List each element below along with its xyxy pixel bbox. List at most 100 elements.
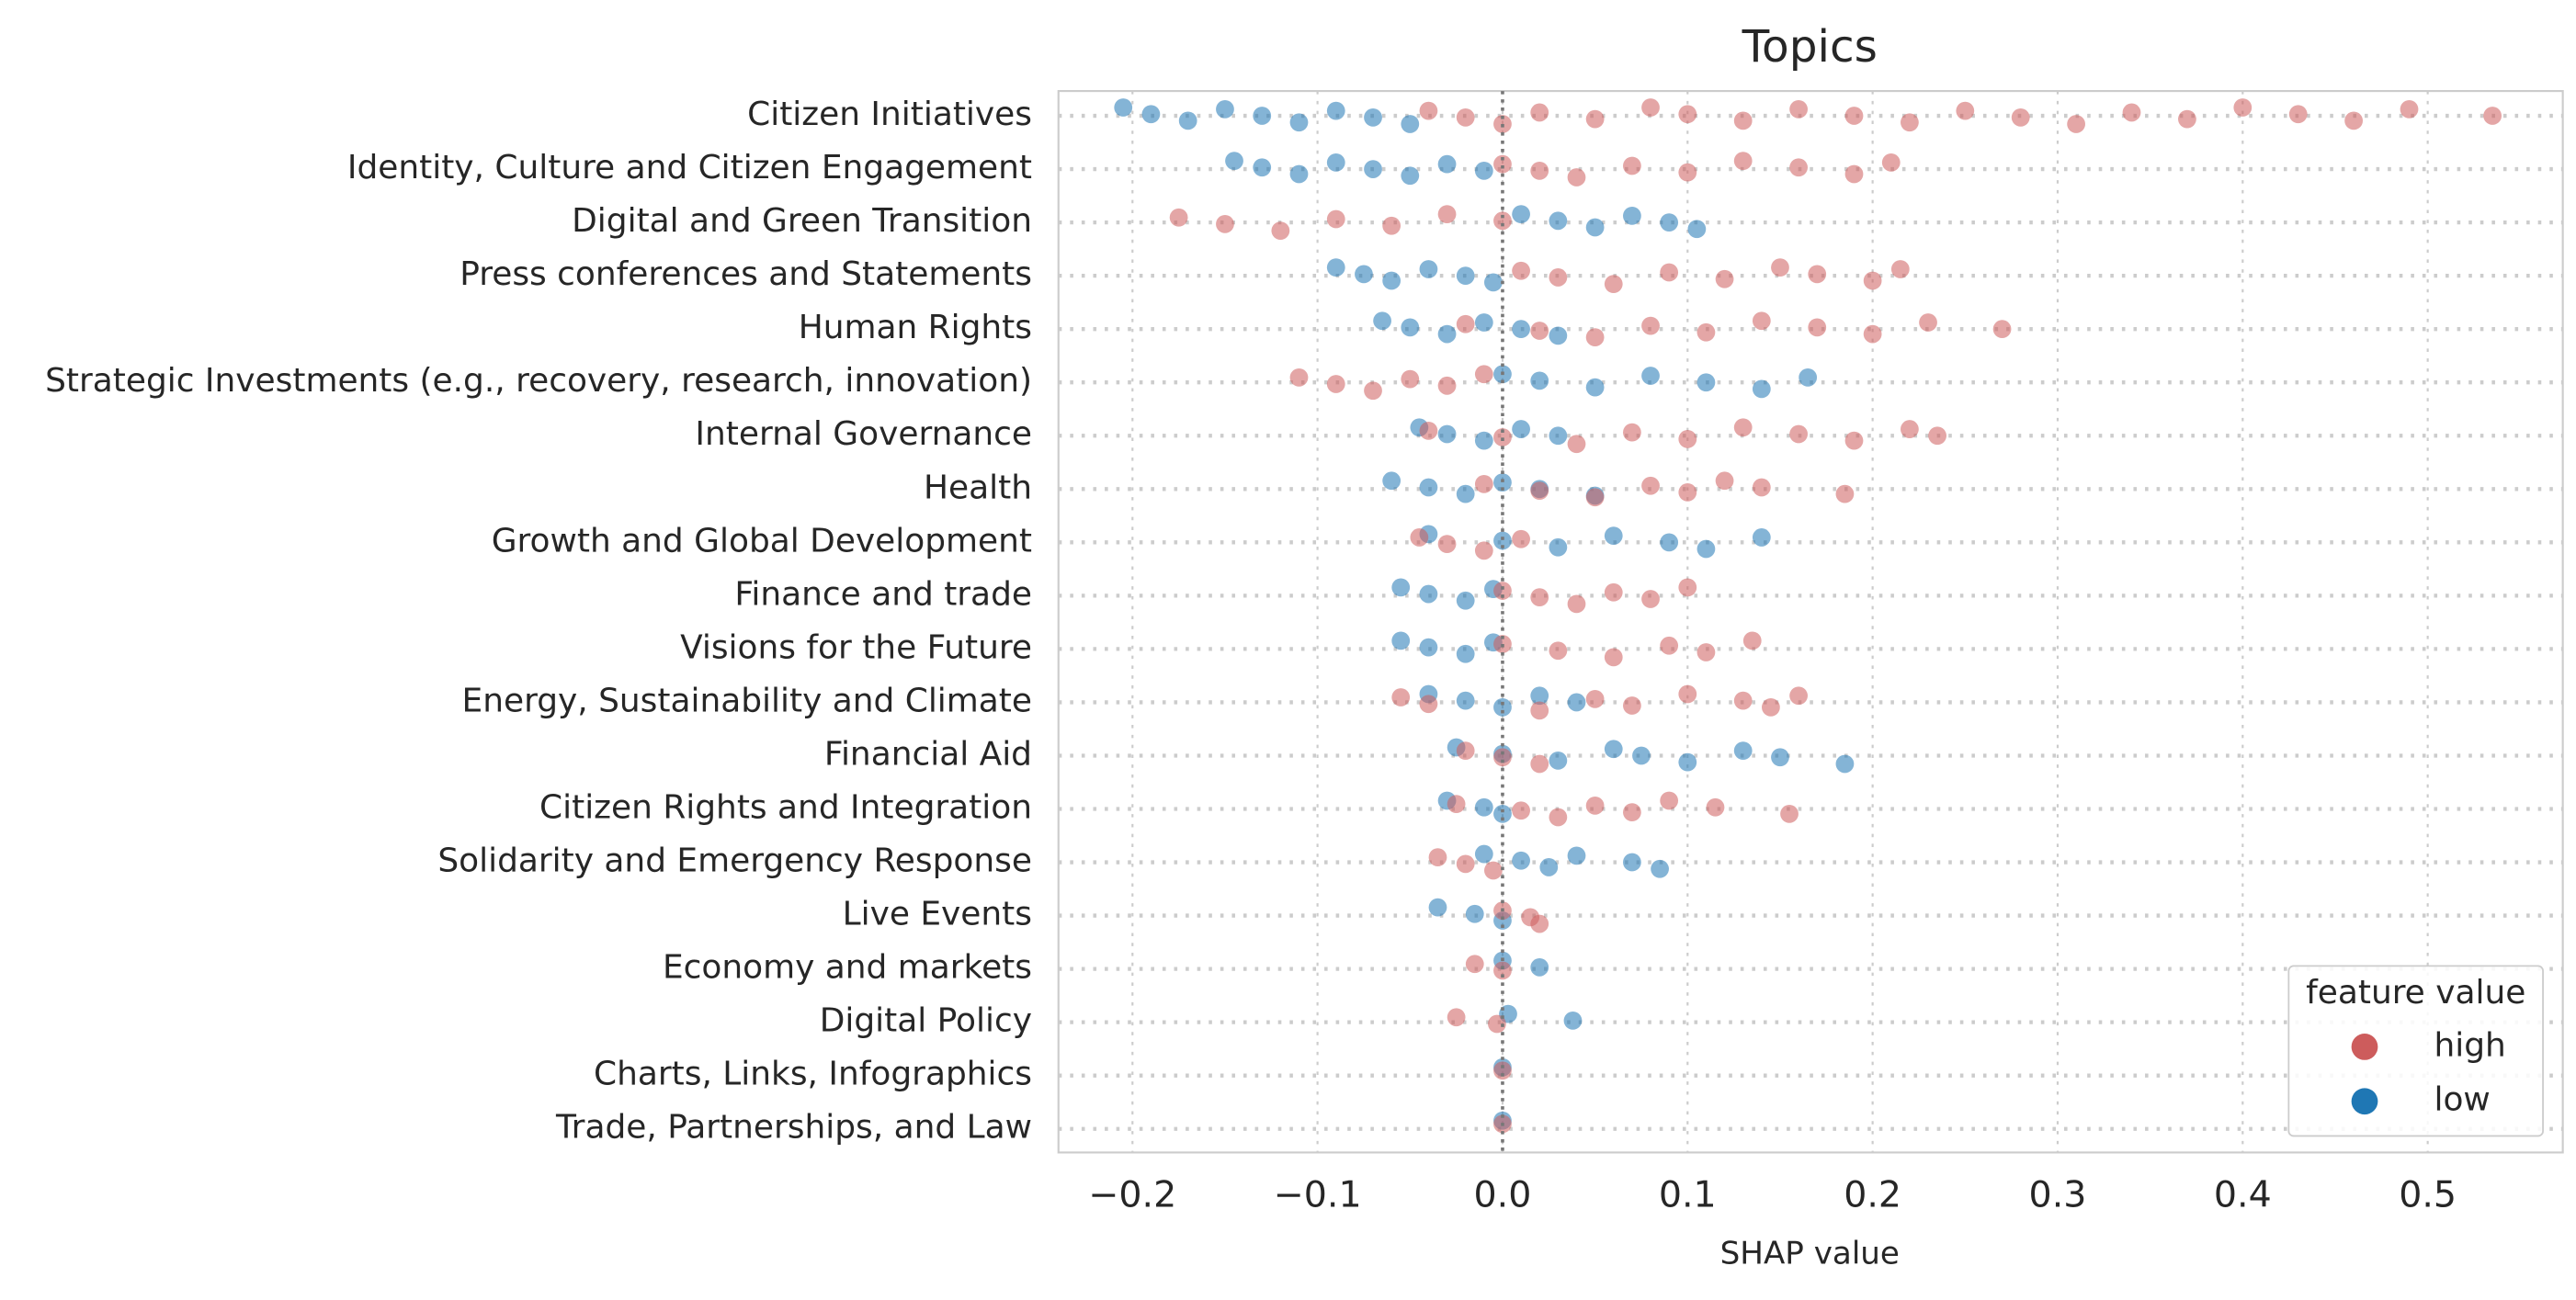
point bbox=[1623, 207, 1641, 225]
point bbox=[1585, 378, 1605, 397]
point bbox=[1493, 428, 1512, 447]
point bbox=[1733, 111, 1753, 130]
point bbox=[1706, 797, 1725, 817]
point bbox=[1493, 961, 1512, 980]
point bbox=[1382, 471, 1401, 491]
point bbox=[1678, 684, 1697, 704]
x-tick-label: −0.1 bbox=[1274, 1173, 1362, 1215]
point bbox=[1762, 697, 1780, 717]
point bbox=[1585, 109, 1605, 129]
point bbox=[1530, 103, 1549, 122]
y-tick-label: Energy, Sustainability and Climate bbox=[462, 682, 1032, 719]
point bbox=[1715, 269, 1734, 288]
point bbox=[1641, 98, 1660, 117]
point bbox=[1225, 152, 1243, 170]
point bbox=[1678, 752, 1697, 772]
point bbox=[1465, 955, 1484, 974]
point bbox=[2400, 99, 2419, 119]
point bbox=[1733, 418, 1753, 437]
point bbox=[1326, 258, 1345, 277]
point bbox=[1530, 701, 1549, 720]
point bbox=[1789, 99, 1808, 119]
point bbox=[1641, 590, 1660, 608]
point bbox=[1549, 326, 1568, 345]
point bbox=[1687, 220, 1707, 239]
point bbox=[1169, 208, 1188, 227]
point bbox=[1604, 740, 1623, 759]
point bbox=[1539, 858, 1559, 876]
point bbox=[1660, 213, 1679, 232]
point bbox=[1456, 854, 1475, 874]
point bbox=[1410, 528, 1429, 547]
point bbox=[1465, 904, 1484, 923]
y-tick-label: Internal Governance bbox=[695, 415, 1032, 453]
point bbox=[1474, 431, 1493, 450]
point bbox=[1604, 648, 1623, 667]
point bbox=[1992, 320, 2012, 339]
y-tick-label: Live Events bbox=[843, 896, 1032, 933]
point bbox=[1752, 379, 1771, 399]
point bbox=[1549, 641, 1568, 661]
point bbox=[1530, 588, 1549, 607]
point bbox=[1289, 113, 1309, 132]
point bbox=[1549, 211, 1568, 231]
point bbox=[1660, 791, 1679, 810]
point bbox=[1623, 696, 1641, 715]
x-tick-label: 0.0 bbox=[1474, 1173, 1532, 1215]
point bbox=[1697, 322, 1716, 342]
point bbox=[1289, 367, 1309, 387]
point bbox=[1512, 801, 1530, 820]
point bbox=[1660, 263, 1679, 282]
point bbox=[1447, 1008, 1466, 1027]
legend-title: feature value bbox=[2306, 974, 2525, 1012]
y-tick-label: Citizen Rights and Integration bbox=[539, 789, 1032, 827]
point bbox=[1271, 221, 1290, 240]
point bbox=[2233, 98, 2253, 117]
point bbox=[1289, 164, 1309, 184]
point bbox=[1530, 161, 1549, 180]
y-tick-label: Economy and markets bbox=[663, 949, 1032, 987]
point bbox=[1512, 320, 1530, 339]
point bbox=[1789, 158, 1808, 177]
point bbox=[1456, 107, 1475, 127]
point bbox=[1512, 261, 1530, 280]
point bbox=[1771, 748, 1789, 767]
point bbox=[1697, 373, 1716, 392]
point bbox=[1697, 643, 1716, 661]
point bbox=[1382, 216, 1401, 235]
point bbox=[1437, 324, 1457, 344]
point bbox=[1437, 154, 1457, 174]
point bbox=[1530, 754, 1549, 774]
point bbox=[1752, 528, 1771, 547]
point bbox=[1114, 98, 1133, 117]
point bbox=[1216, 215, 1234, 233]
point bbox=[1401, 318, 1420, 337]
point bbox=[1641, 367, 1660, 385]
point bbox=[1474, 313, 1493, 332]
point bbox=[1549, 751, 1568, 770]
point bbox=[1549, 426, 1568, 446]
point bbox=[1484, 273, 1503, 292]
point bbox=[1364, 160, 1382, 178]
point bbox=[1742, 631, 1762, 650]
point bbox=[2122, 103, 2141, 122]
legend-box bbox=[2287, 965, 2544, 1137]
point bbox=[1956, 101, 1975, 120]
y-tick-label: Human Rights bbox=[799, 309, 1032, 346]
point bbox=[1437, 424, 1457, 444]
point bbox=[1253, 107, 1272, 125]
y-tick-label: Finance and trade bbox=[734, 575, 1032, 613]
point bbox=[1530, 481, 1549, 500]
point bbox=[1493, 211, 1512, 231]
point bbox=[1373, 311, 1391, 331]
point bbox=[1493, 154, 1512, 174]
point bbox=[1789, 424, 1808, 444]
point bbox=[1585, 689, 1605, 708]
y-tick-label: Growth and Global Development bbox=[492, 522, 1032, 560]
point bbox=[1660, 636, 1679, 655]
point bbox=[1484, 861, 1503, 880]
point bbox=[1253, 158, 1272, 177]
point bbox=[1835, 484, 1855, 503]
